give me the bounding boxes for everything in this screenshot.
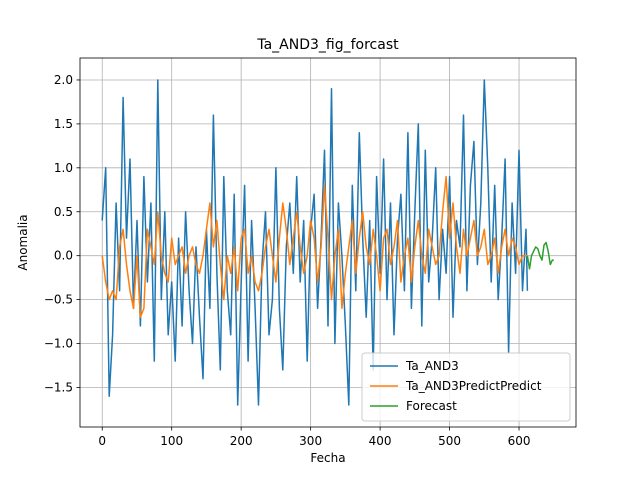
y-tick-label: −0.5 <box>44 293 73 307</box>
x-tick-label: 100 <box>160 434 183 448</box>
x-tick-label: 200 <box>230 434 253 448</box>
legend-entry-label: Ta_AND3PredictPredict <box>405 379 542 393</box>
y-axis-label: Anomalia <box>16 214 30 270</box>
y-tick-label: −1.0 <box>44 337 73 351</box>
y-tick-label: 1.5 <box>54 117 73 131</box>
x-tick-label: 400 <box>369 434 392 448</box>
chart-title: Ta_AND3_fig_forcast <box>256 37 399 53</box>
legend: Ta_AND3 Ta_AND3PredictPredict Forecast <box>361 352 571 422</box>
series-line-forecast <box>526 241 554 270</box>
y-tick-label: 2.0 <box>54 73 73 87</box>
x-tick-label: 300 <box>299 434 322 448</box>
y-tick-label: 0.0 <box>54 249 73 263</box>
y-tick-label: 1.0 <box>54 161 73 175</box>
plot-area-frame <box>79 57 577 428</box>
x-tick-label: 600 <box>508 434 531 448</box>
axis-ticks: 0 100 200 300 400 500 600 −1.5 −1.0 −0.5 0.0 0.5 1.0… <box>44 73 531 448</box>
y-tick-label: −1.5 <box>44 380 73 394</box>
series-line-ta-and3predictpredict <box>101 175 528 318</box>
legend-entry-label: Forecast <box>406 399 457 413</box>
x-axis-label: Fecha <box>310 451 345 465</box>
series-lines <box>101 79 554 406</box>
legend-box <box>361 352 571 422</box>
x-tick-label: 500 <box>438 434 461 448</box>
x-tick-label: 0 <box>98 434 106 448</box>
y-tick-label: 0.5 <box>54 205 73 219</box>
legend-entry-label: Ta_AND3 <box>405 359 459 373</box>
